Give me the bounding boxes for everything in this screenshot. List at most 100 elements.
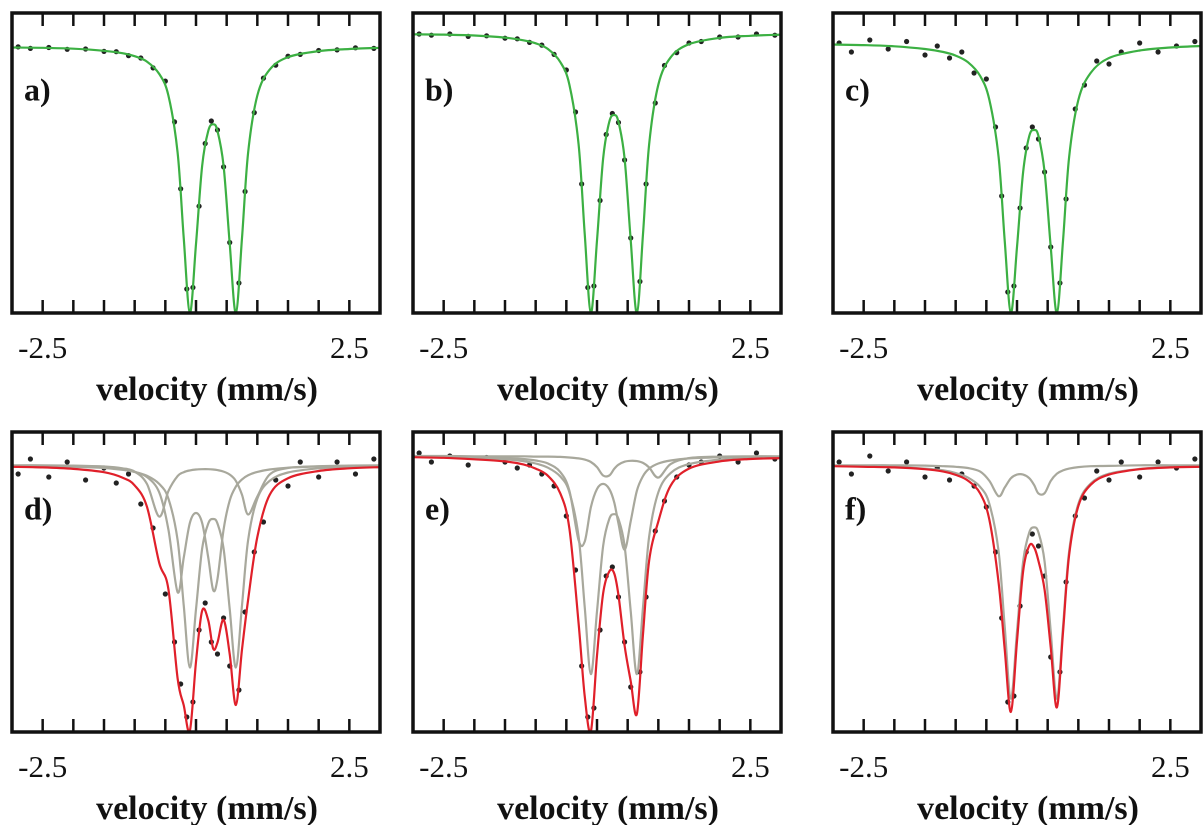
x-axis-label: velocity (mm/s) <box>497 371 719 408</box>
fit-curve <box>12 464 380 669</box>
fit-curve <box>833 465 1201 714</box>
data-point <box>416 450 422 456</box>
x-tick-label: 2.5 <box>1151 330 1190 365</box>
data-point <box>514 465 520 471</box>
data-point <box>371 456 377 462</box>
data-point <box>885 46 891 52</box>
data-point <box>959 49 965 55</box>
data-point <box>934 43 940 49</box>
fit-curve <box>413 455 781 552</box>
data-point <box>1106 61 1112 67</box>
x-tick-label: -2.5 <box>18 330 67 365</box>
x-tick-label: 2.5 <box>330 749 369 784</box>
data-point <box>83 477 89 483</box>
data-point <box>334 459 340 465</box>
data-point <box>125 471 132 477</box>
panel: -2.5 2.5 velocity (mm/s) d) <box>10 430 382 825</box>
fit-curve <box>12 464 380 518</box>
plot-frame <box>831 430 1203 734</box>
plot-area <box>413 450 781 732</box>
x-tick-label: -2.5 <box>839 749 888 784</box>
data-point <box>202 600 208 606</box>
data-point <box>848 49 855 55</box>
data-point <box>162 591 168 597</box>
data-point <box>46 474 52 480</box>
plot-area <box>12 456 380 732</box>
data-point <box>1081 495 1088 501</box>
data-point <box>1155 459 1161 465</box>
data-point <box>1155 49 1161 55</box>
fit-curve <box>833 43 1201 313</box>
data-point <box>753 450 760 456</box>
data-point <box>428 459 434 465</box>
plot-area <box>12 44 380 313</box>
fit-curve <box>12 464 380 594</box>
data-point <box>208 118 214 124</box>
data-point <box>1094 58 1100 64</box>
panel-label: f) <box>845 490 866 526</box>
data-point <box>946 477 953 483</box>
data-point <box>1192 456 1198 462</box>
panel-label: e) <box>425 490 450 526</box>
fit-curve <box>413 454 781 479</box>
x-tick-label: -2.5 <box>419 330 468 365</box>
data-point <box>1192 38 1198 45</box>
data-point <box>214 651 221 657</box>
data-point <box>971 70 977 76</box>
data-point <box>138 501 144 507</box>
plot-area <box>833 453 1201 714</box>
data-point <box>983 76 989 82</box>
data-point <box>1029 124 1035 130</box>
panel-label: b) <box>425 71 453 107</box>
plot-frame <box>831 11 1203 315</box>
plot-frame <box>10 430 382 734</box>
data-point <box>922 52 928 58</box>
data-point <box>297 459 303 465</box>
data-point <box>904 38 910 45</box>
plot-area <box>413 31 781 313</box>
panel: -2.5 2.5 velocity (mm/s) c) <box>831 11 1203 408</box>
data-point <box>848 471 855 477</box>
data-point <box>1137 40 1143 46</box>
panel: -2.5 2.5 velocity (mm/s) a) <box>10 11 382 408</box>
data-point <box>260 519 267 525</box>
x-axis-label: velocity (mm/s) <box>917 371 1139 408</box>
x-axis-label: velocity (mm/s) <box>96 790 318 825</box>
x-tick-label: -2.5 <box>419 749 468 784</box>
x-axis-label: velocity (mm/s) <box>917 790 1139 825</box>
x-tick-label: 2.5 <box>731 749 770 784</box>
data-point <box>27 456 33 462</box>
data-point <box>285 483 291 489</box>
data-point <box>64 459 70 465</box>
x-axis-label: velocity (mm/s) <box>96 371 318 408</box>
data-point <box>465 462 471 468</box>
data-point <box>113 480 119 486</box>
x-tick-label: 2.5 <box>330 330 369 365</box>
data-point <box>1029 531 1035 537</box>
panel-label: a) <box>24 71 51 107</box>
panel-label: d) <box>24 490 52 526</box>
fit-curve <box>833 464 1201 498</box>
plot-frame <box>411 11 783 315</box>
panel-label: c) <box>845 71 870 107</box>
x-tick-label: -2.5 <box>839 330 888 365</box>
data-point <box>885 468 891 474</box>
x-tick-label: 2.5 <box>1151 749 1190 784</box>
data-point <box>352 471 359 477</box>
x-tick-label: 2.5 <box>731 330 770 365</box>
panel: -2.5 2.5 velocity (mm/s) b) <box>411 11 783 408</box>
plot-area <box>833 37 1201 313</box>
data-point <box>867 37 873 43</box>
data-point <box>609 564 615 570</box>
fit-curve <box>833 464 1201 700</box>
data-point <box>922 474 928 480</box>
data-point <box>1137 474 1143 480</box>
data-point <box>904 459 910 465</box>
data-point <box>1118 459 1124 465</box>
data-point <box>316 474 322 480</box>
panel: -2.5 2.5 velocity (mm/s) f) <box>831 430 1203 825</box>
fit-curve <box>413 455 781 676</box>
panel: -2.5 2.5 velocity (mm/s) e) <box>411 430 783 825</box>
fit-curve <box>413 33 781 313</box>
